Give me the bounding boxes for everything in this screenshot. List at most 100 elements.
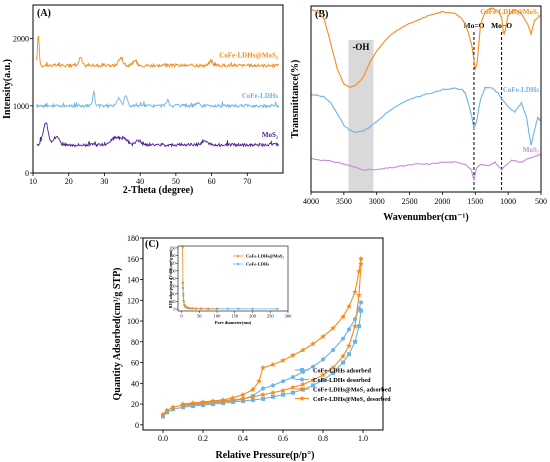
- inset-square-marker: [226, 307, 229, 310]
- panel-c-y-tick-label: 180: [127, 234, 139, 243]
- panel-a-series-label: CoFe-LDHs@MoS₂: [219, 51, 278, 59]
- panel-c-x-tick-label: 0.4: [238, 434, 248, 443]
- inset-legend-label: CoFe-LDHs@MoS₂: [246, 254, 284, 259]
- panel-c-star-marker: [164, 407, 170, 413]
- inset-y-tick-label: 20: [172, 299, 176, 304]
- panel-c-circle-marker: [321, 357, 325, 362]
- legend-star-marker: [299, 386, 305, 392]
- inset-star-marker: [187, 306, 191, 310]
- panel-b-xlabel: Wavenumber(cm⁻¹): [383, 212, 468, 223]
- panel-c-y-tick-label: 60: [131, 359, 139, 368]
- panel-c-star-marker: [280, 357, 286, 363]
- panel-c-square-marker: [341, 360, 345, 365]
- panel-b-oh-label: -OH: [352, 42, 369, 52]
- panel-c-star-marker: [330, 364, 336, 371]
- inset-star-marker: [190, 306, 194, 310]
- panel-c-square-marker: [171, 407, 175, 412]
- panel-c-star-marker: [340, 313, 346, 320]
- panel-c-square-marker: [357, 324, 361, 329]
- inset-y-tick-label: 0: [174, 307, 176, 312]
- panel-b-x-tick-label: 2000: [434, 197, 450, 206]
- panel-c-star-marker: [270, 389, 276, 396]
- panel-a-series-line: [36, 89, 280, 109]
- panel-c-circle-marker: [271, 383, 275, 388]
- panel-c-star-marker: [330, 325, 336, 331]
- panel-c-circle-marker: [261, 386, 265, 391]
- panel-a-series-label: MoS₂: [262, 131, 278, 139]
- panel-c-star-marker: [356, 268, 362, 274]
- panel-b-band-label: Mo=O: [464, 21, 485, 30]
- panel-c-series-line: [182, 258, 362, 405]
- legend-star-marker: [299, 395, 305, 401]
- inset-xlabel: Pore diameter(nm): [215, 320, 252, 325]
- panel-c-y-tick-label: 160: [127, 255, 139, 264]
- inset-frame: [177, 245, 289, 312]
- inset-square-marker: [237, 307, 240, 310]
- panel-c-star-marker: [320, 333, 326, 340]
- panel-c-star-marker: [210, 397, 216, 404]
- panel-c-circle-marker: [359, 300, 363, 305]
- panel-c-square-marker: [347, 352, 351, 357]
- inset-star-marker: [186, 306, 190, 310]
- panel-a-x-tick-label: 30: [100, 177, 108, 186]
- panel-c-square-marker: [161, 414, 165, 419]
- panel-c-star-marker: [180, 401, 186, 407]
- panel-a-series-label: CoFe-LDHs: [242, 92, 278, 100]
- panel-c-star-marker: [200, 398, 206, 405]
- panel-a-x-tick-label: 20: [65, 177, 73, 186]
- panel-c-y-tick-label: 80: [131, 338, 139, 347]
- panel-c-star-marker: [160, 411, 166, 417]
- panel-a-x-tick-label: 70: [243, 177, 251, 186]
- inset-panel: 0 50 100 150 200 250 300020406080100120140160 …: [167, 242, 292, 328]
- panel-b-x-tick-label: 1000: [500, 197, 516, 206]
- inset-star-marker: [181, 245, 185, 249]
- panel-c-ylabel: Quantity Adsorbed(cm³/g STP): [112, 267, 123, 400]
- panel-c-star-marker: [352, 288, 358, 295]
- panel-c-circle-marker: [291, 375, 295, 380]
- panel-c-circle-marker: [331, 348, 335, 353]
- inset-star-marker: [215, 307, 219, 311]
- panel-c-square-marker: [353, 339, 357, 344]
- panel-a-y-tick-label: 1000: [13, 102, 29, 111]
- panel-c-star-marker: [280, 387, 286, 393]
- panel-b-series-line: [310, 154, 542, 181]
- panel-c-star-marker: [256, 378, 262, 384]
- inset-y-tick-label: 140: [170, 253, 176, 258]
- panel-c-star-marker: [300, 381, 306, 387]
- panel-c-star-marker: [300, 347, 306, 353]
- panel-b-series-label: CoFe-LDHs@MoS₂: [480, 8, 539, 16]
- panel-c-star-marker: [230, 396, 236, 403]
- inset-y-tick-label: 160: [170, 245, 176, 250]
- panel-c-circle-marker: [281, 379, 285, 384]
- panel-c-circle-marker: [311, 364, 315, 369]
- inset-star-marker: [182, 299, 186, 302]
- inset-ylabel: BJH adsorption dV/dD(cm³/g·nm): [168, 249, 173, 308]
- panel-c-star-marker: [250, 386, 256, 392]
- panel-b-x-tick-label: 3500: [336, 197, 352, 206]
- panel-c-star-marker: [340, 353, 346, 359]
- panel-c-star-marker: [320, 371, 326, 378]
- panel-c-circle-marker: [347, 327, 351, 332]
- panel-c-x-tick-label: 0.2: [198, 434, 208, 443]
- panel-c-star-marker: [270, 361, 276, 368]
- panel-c-y-tick-label: 20: [131, 400, 139, 409]
- panel-c-series-line: [162, 263, 362, 415]
- panel-c-star-marker: [190, 400, 196, 406]
- panel-a-label: (A): [37, 8, 51, 19]
- inset-star-marker: [206, 307, 210, 311]
- inset-y-tick-label: 80: [172, 276, 176, 281]
- panel-c-star-marker: [310, 340, 316, 347]
- panel-c-y-tick-label: 120: [127, 296, 139, 305]
- inset-legend-star: [236, 254, 240, 258]
- panel-b-series-label: CoFe-LDHs: [503, 86, 539, 94]
- panel-c-square-marker: [311, 383, 315, 388]
- panel-c-y-tick-label: 100: [127, 317, 139, 326]
- panel-a-x-tick-label: 40: [136, 177, 144, 186]
- panel-b-frame: [310, 5, 542, 193]
- panel-c-square-marker: [271, 394, 275, 399]
- panel-c-square-marker: [321, 378, 325, 383]
- inset-x-tick-label: 300: [285, 314, 293, 319]
- panel-c-star-marker: [240, 391, 246, 398]
- panel-c-y-tick-label: 40: [131, 379, 139, 388]
- inset-background: [167, 242, 292, 328]
